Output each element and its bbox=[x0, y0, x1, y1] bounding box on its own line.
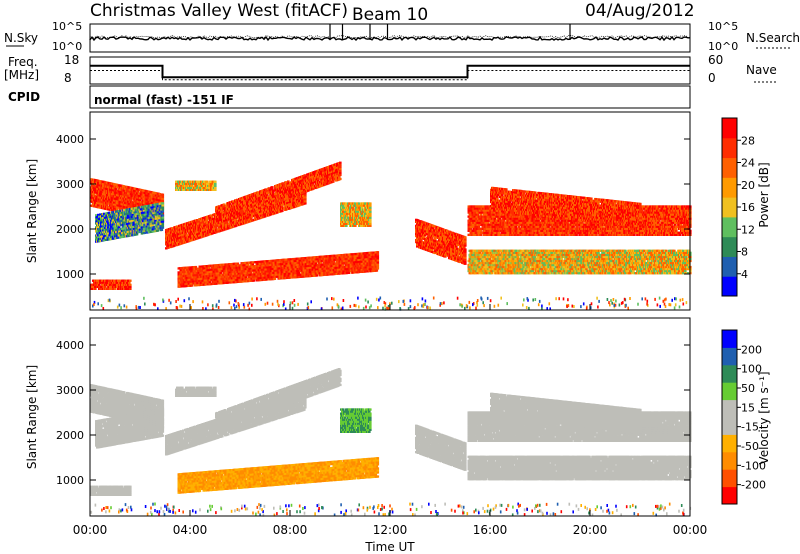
radar-summary-plot: Christmas Valley West (fitACF) Beam 10 0… bbox=[0, 0, 800, 554]
nave-label: Nave bbox=[746, 63, 777, 77]
power-cell bbox=[162, 196, 165, 198]
power-cell bbox=[136, 233, 139, 235]
nave-tick-low: 0 bbox=[708, 71, 716, 85]
power-cell bbox=[129, 284, 132, 286]
freq-unit-label: [MHz] bbox=[4, 68, 39, 82]
frequency-trace bbox=[90, 66, 690, 78]
power-cell bbox=[128, 282, 131, 284]
power-cell bbox=[162, 198, 165, 200]
beam-label: Beam 10 bbox=[352, 5, 428, 25]
power-cell bbox=[98, 284, 101, 286]
power-cell bbox=[162, 208, 165, 210]
power-cell bbox=[162, 220, 165, 222]
freq-panel: Freq. [MHz] Nave 18 8 60 0 bbox=[4, 53, 777, 85]
power-cell bbox=[162, 200, 165, 202]
power-cell bbox=[129, 288, 132, 290]
power-cell bbox=[162, 194, 165, 196]
power-cell bbox=[162, 202, 165, 204]
cpid-program-text: normal (fast) -151 IF bbox=[94, 93, 234, 107]
cpid-label: CPID bbox=[8, 90, 40, 104]
power-cell bbox=[161, 229, 164, 231]
power-cell bbox=[94, 288, 97, 290]
noise-left-tick-low: 10^0 bbox=[52, 40, 82, 53]
freq-tick-high: 18 bbox=[64, 53, 79, 67]
power-cell bbox=[162, 214, 165, 216]
power-cell bbox=[157, 229, 160, 231]
power-cell bbox=[162, 204, 165, 206]
power-cell bbox=[162, 225, 165, 227]
noise-left-tick-high: 10^5 bbox=[52, 20, 82, 33]
power-cell bbox=[162, 206, 165, 208]
power-cell bbox=[162, 222, 165, 224]
power-cell bbox=[129, 280, 132, 282]
nave-trace bbox=[90, 71, 690, 80]
radar-title: Christmas Valley West (fitACF) bbox=[90, 1, 348, 21]
power-cell bbox=[162, 216, 165, 218]
noise-right-tick-low: 10^0 bbox=[708, 40, 738, 53]
cpid-panel: CPID normal (fast) -151 IF bbox=[8, 86, 690, 108]
noise-traces bbox=[90, 24, 690, 40]
power-cell bbox=[162, 210, 165, 212]
power-cell bbox=[114, 288, 117, 290]
power-heatmap bbox=[90, 162, 692, 311]
power-cell bbox=[162, 227, 165, 229]
noise-right-tick-high: 10^5 bbox=[708, 20, 738, 33]
power-cell bbox=[162, 218, 165, 220]
freq-tick-low: 8 bbox=[64, 71, 72, 85]
date-label: 04/Aug/2012 bbox=[585, 1, 695, 21]
power-cell bbox=[129, 286, 132, 288]
noise-search-label: N.Search bbox=[746, 31, 800, 45]
power-cell bbox=[104, 286, 107, 288]
freq-label: Freq. bbox=[8, 55, 38, 69]
noise-sky-label: N.Sky bbox=[4, 31, 38, 45]
nave-tick-high: 60 bbox=[708, 53, 723, 67]
